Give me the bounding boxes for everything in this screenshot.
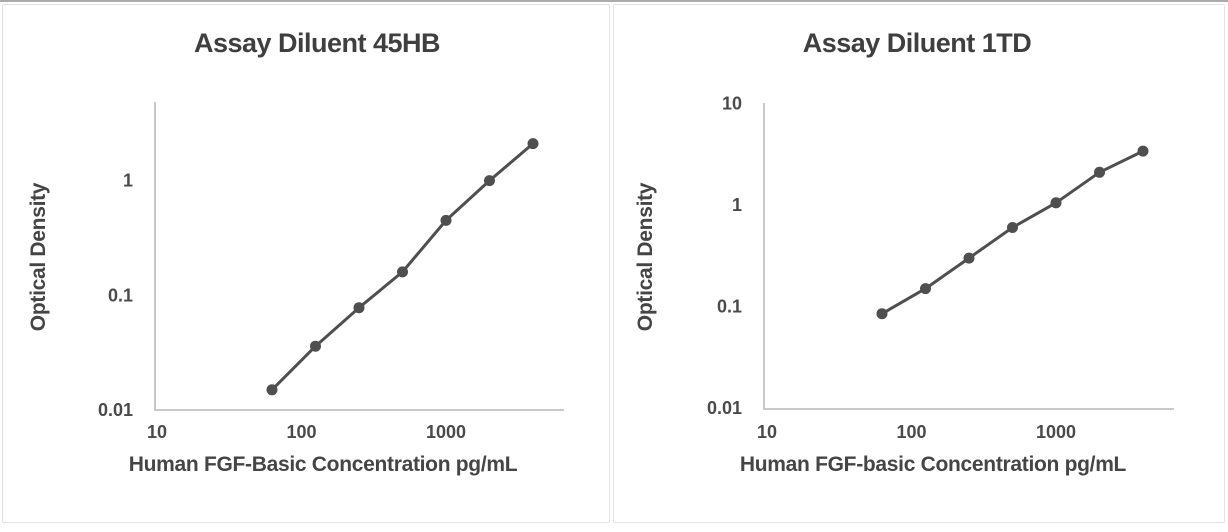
chart-title: Assay Diluent 45HB [194,28,440,58]
data-point-marker [876,308,888,320]
x-tick-label: 10 [147,422,167,442]
data-point-marker [484,175,495,187]
data-point-marker [397,266,408,278]
data-point-marker [1050,197,1062,209]
data-point-marker [527,138,539,150]
chart-panel-45hb: Assay Diluent 45HB Optical Density Human F… [2,4,610,523]
x-tick-label: 100 [896,422,926,442]
chart-title: Assay Diluent 1TD [803,28,1032,58]
window-top-edge [0,0,1228,2]
y-axis-title: Optical Density [634,182,657,331]
y-tick-label: 1 [732,195,742,215]
axis-line [763,103,1174,410]
y-tick-label: 0.1 [717,297,742,317]
data-point-marker [266,384,278,396]
axis-line [154,102,564,411]
chart-panel-1td: Assay Diluent 1TD Optical Density Human FG… [613,4,1225,523]
x-axis-title: Human FGF-basic Concentration pg/mL [740,453,1127,476]
line-chart-45hb: Assay Diluent 45HB Optical Density Human F… [27,28,564,476]
data-point-marker [353,302,365,314]
x-tick-label: 1000 [1036,422,1076,442]
x-tick-label: 100 [286,422,316,442]
data-point-marker [310,340,321,352]
data-point-marker [1007,222,1018,233]
y-tick-label: 0.01 [98,400,133,420]
x-tick-label: 10 [757,422,777,442]
data-point-marker [1137,145,1149,157]
data-point-marker [963,252,975,264]
x-axis-title: Human FGF-Basic Concentration pg/mL [129,453,518,476]
x-tick-label: 1000 [426,422,466,442]
y-axis-title: Optical Density [27,182,50,331]
line-chart-1td: Assay Diluent 1TD Optical Density Human FG… [634,28,1174,476]
data-point-marker [920,283,931,295]
y-tick-label: 0.1 [108,285,133,305]
y-tick-label: 0.01 [707,398,742,418]
y-tick-label: 1 [123,171,133,191]
data-point-marker [1094,166,1105,178]
data-point-marker [440,214,452,226]
y-tick-label: 10 [722,94,742,114]
